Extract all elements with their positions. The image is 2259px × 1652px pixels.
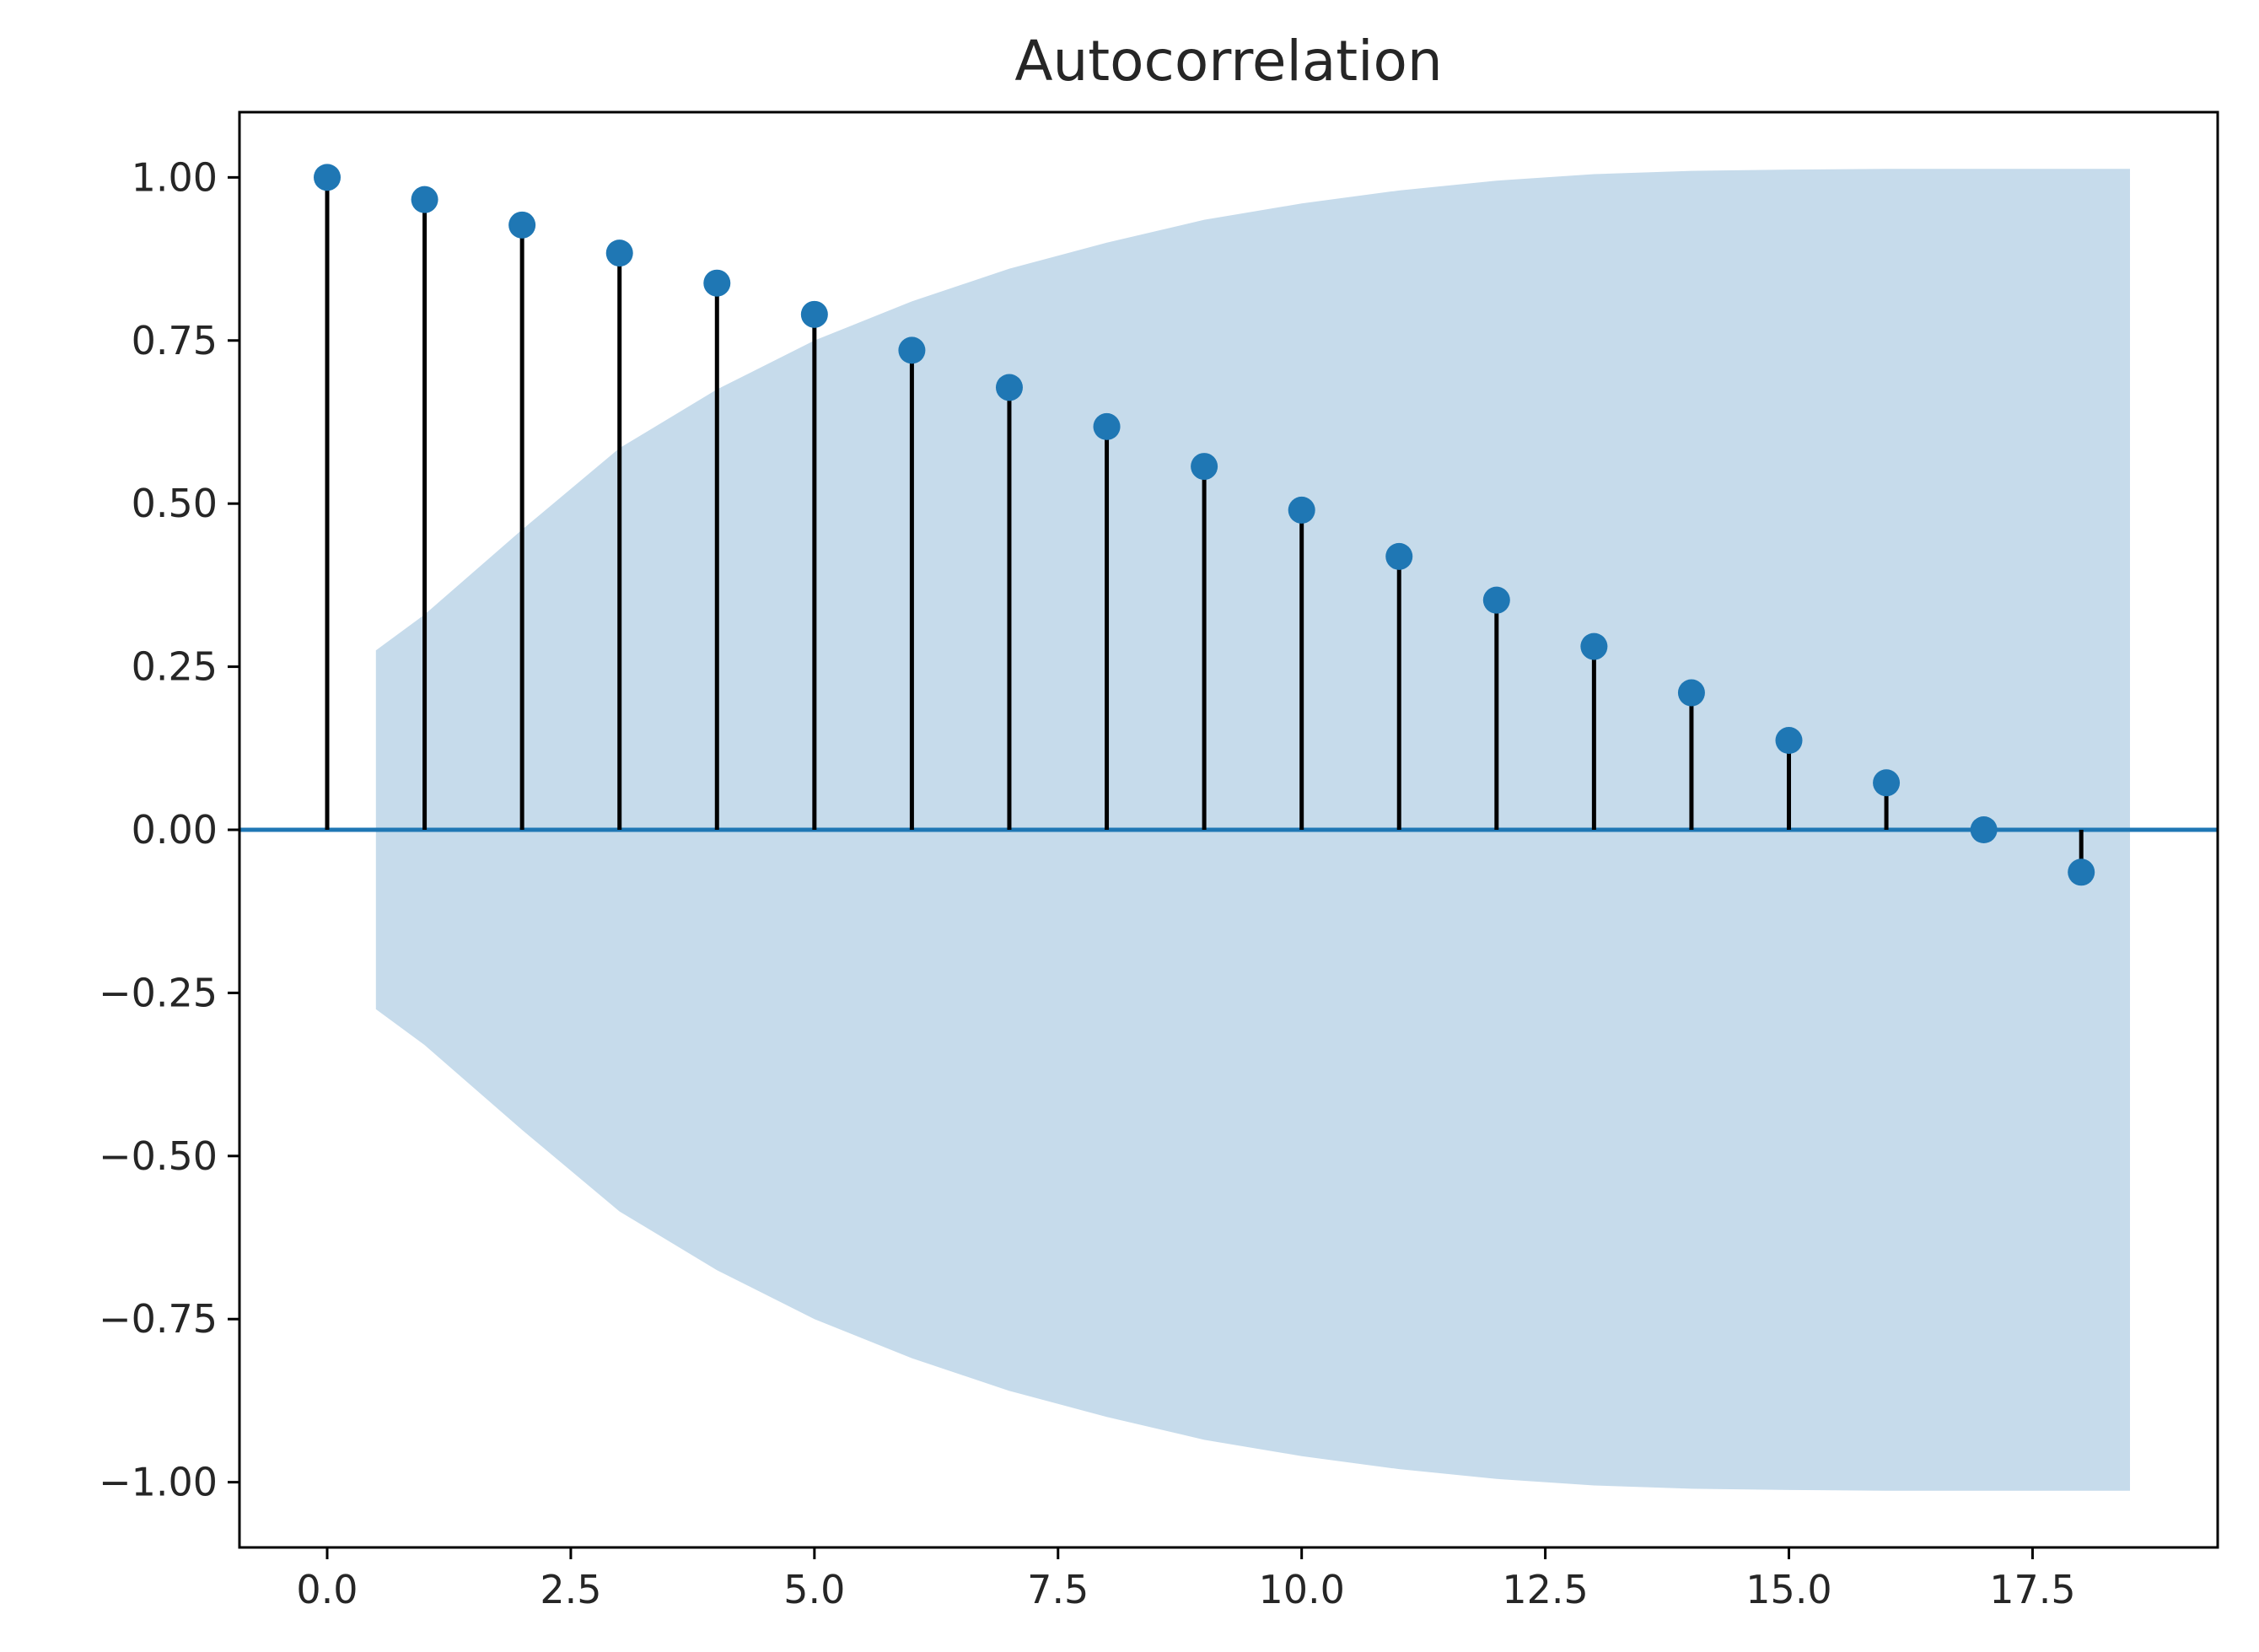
stems-layer xyxy=(325,177,2084,873)
marker-lag-15 xyxy=(1775,727,1803,755)
x-axis-ticks: 0.0 2.5 5.0 7.5 10.0 12.5 15.0 17.5 xyxy=(296,1547,2076,1612)
y-tick-label: −0.25 xyxy=(99,970,218,1015)
y-axis-ticks: 1.00 0.75 0.50 0.25 0.00 −0.25 −0.50 −0.75 −1.00 xyxy=(99,154,239,1505)
marker-lag-13 xyxy=(1580,632,1608,660)
marker-lag-16 xyxy=(1873,769,1901,797)
marker-lag-11 xyxy=(1385,542,1413,570)
x-tick-label: 0.0 xyxy=(296,1567,358,1612)
marker-lag-7 xyxy=(995,374,1023,401)
marker-lag-17 xyxy=(1970,816,1998,843)
y-tick-label: 0.00 xyxy=(132,807,218,853)
markers-layer xyxy=(314,164,2095,886)
marker-lag-9 xyxy=(1191,453,1218,481)
marker-lag-5 xyxy=(800,300,828,328)
y-tick-label: 0.50 xyxy=(132,481,218,526)
marker-lag-10 xyxy=(1288,496,1315,524)
marker-lag-14 xyxy=(1677,679,1705,707)
marker-lag-3 xyxy=(605,239,633,267)
x-tick-label: 5.0 xyxy=(783,1567,845,1612)
marker-lag-4 xyxy=(703,269,731,297)
marker-lag-2 xyxy=(508,211,536,239)
y-tick-label: −0.75 xyxy=(99,1296,218,1342)
x-tick-label: 7.5 xyxy=(1027,1567,1089,1612)
marker-lag-1 xyxy=(411,186,438,213)
marker-lag-8 xyxy=(1093,412,1121,440)
y-tick-label: 1.00 xyxy=(132,154,218,200)
marker-lag-6 xyxy=(898,336,926,364)
y-tick-label: −1.00 xyxy=(99,1460,218,1505)
y-tick-label: −0.50 xyxy=(99,1133,218,1179)
y-tick-label: 0.75 xyxy=(132,318,218,363)
x-tick-label: 15.0 xyxy=(1745,1567,1831,1612)
marker-lag-12 xyxy=(1482,586,1510,614)
x-tick-label: 10.0 xyxy=(1258,1567,1344,1612)
x-tick-label: 2.5 xyxy=(540,1567,601,1612)
chart-title: Autocorrelation xyxy=(1014,29,1442,94)
marker-lag-18 xyxy=(2068,858,2095,886)
x-tick-label: 12.5 xyxy=(1502,1567,1588,1612)
x-tick-label: 17.5 xyxy=(1989,1567,2075,1612)
y-tick-label: 0.25 xyxy=(132,644,218,690)
marker-lag-0 xyxy=(314,164,342,191)
